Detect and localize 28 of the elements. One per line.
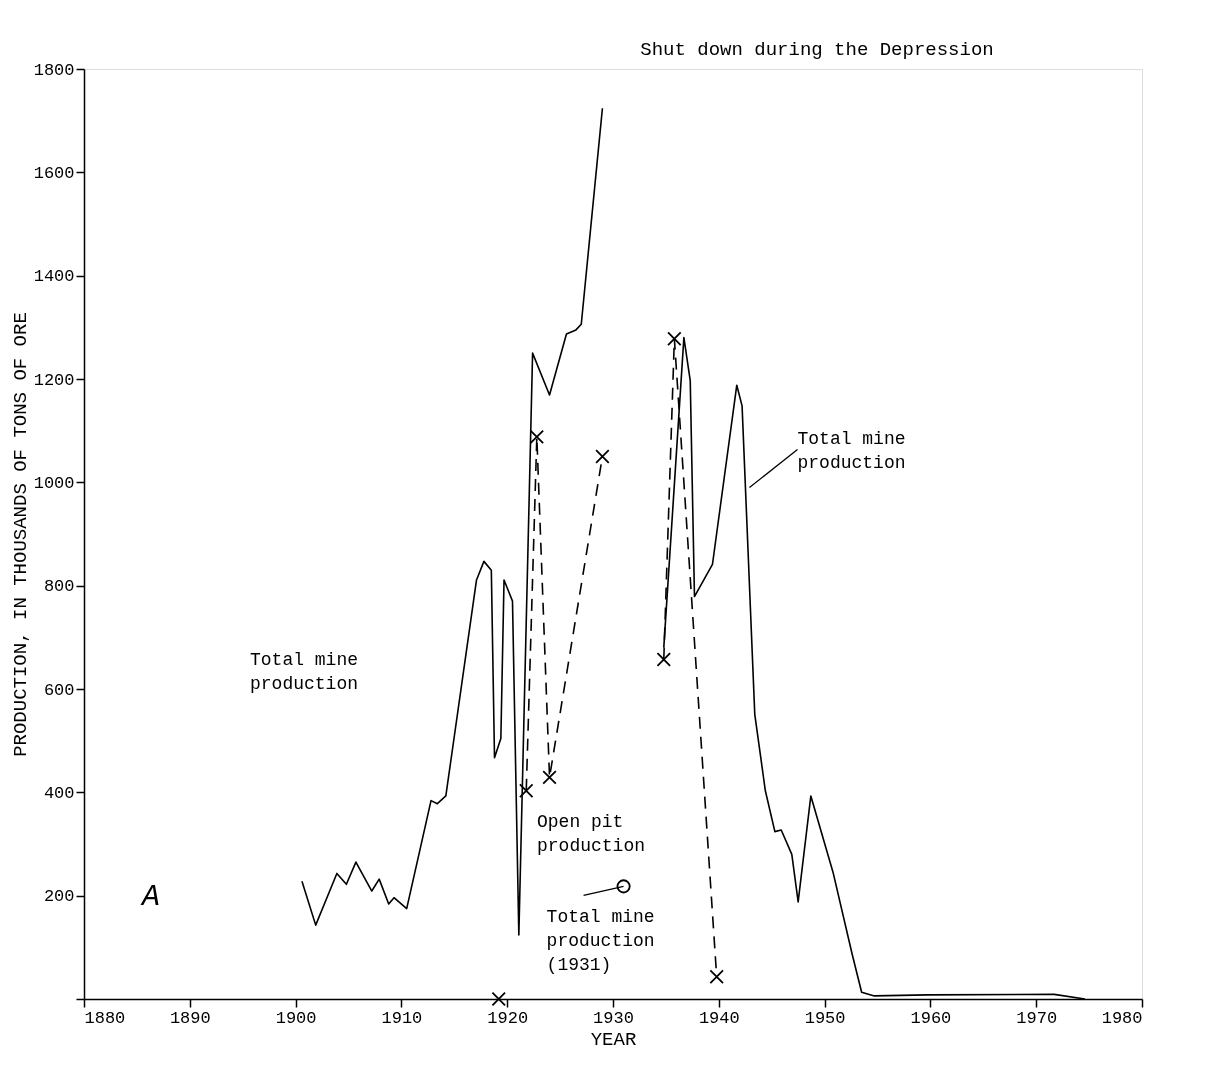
y-tick-label: 200: [43, 887, 75, 907]
annotation: Open pit production: [537, 812, 646, 856]
y-tick-label: 1000: [33, 473, 75, 493]
y-tick-label: 1600: [33, 163, 75, 183]
x-tick-label: 1930: [593, 1008, 634, 1028]
y-tick-label: 1200: [33, 370, 75, 390]
y-tick-label: 400: [43, 783, 75, 803]
x-tick-label: 1970: [1016, 1008, 1058, 1028]
x-tick-label: 1980: [1101, 1008, 1143, 1028]
annotation: A: [140, 880, 161, 914]
annotation: Total mine production: [250, 650, 359, 694]
y-axis-title: PRODUCTION, IN THOUSANDS OF TONS OF ORE: [9, 312, 32, 757]
annotation: Total mine production (1931): [546, 907, 655, 976]
x-axis-title: YEAR: [590, 1028, 637, 1051]
text: Shut down during the Depression: [640, 39, 994, 61]
y-tick-label: 1800: [33, 60, 75, 80]
x-tick-label: 1950: [804, 1008, 846, 1028]
annotation: Total mine production: [797, 428, 906, 473]
x-tick-label: 1960: [910, 1008, 952, 1028]
x-tick-label: 1900: [275, 1008, 317, 1028]
x-tick-label: 1880: [84, 1008, 126, 1028]
x-tick-label: 1920: [487, 1008, 529, 1028]
y-tick-label: 600: [43, 680, 75, 700]
x-tick-label: 1910: [381, 1008, 423, 1028]
y-tick-label: 1400: [33, 267, 75, 287]
y-tick-label: 800: [43, 577, 75, 597]
x-tick-label: 1940: [698, 1008, 740, 1028]
x-tick-label: 1890: [169, 1008, 211, 1028]
